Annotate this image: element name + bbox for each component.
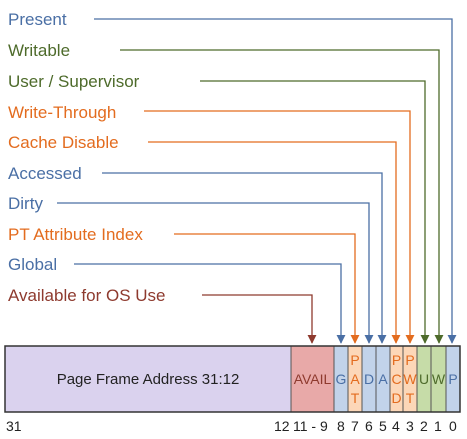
connector-write-through (144, 110, 415, 344)
field-page-frame-text: Page Frame Address 31:12 (57, 371, 240, 388)
field-page-frame (4, 345, 292, 413)
connector-pat-index (174, 233, 360, 344)
field-u-text: U (419, 371, 429, 387)
field-g-text: G (336, 371, 347, 387)
label-user-supervisor: User / Supervisor (8, 72, 140, 91)
field-w-text: W (432, 371, 446, 387)
label-available-os: Available for OS Use (8, 286, 165, 305)
label-pat-index: PT Attribute Index (8, 225, 143, 244)
connector-cache-disable (148, 141, 401, 344)
register-outline (4, 345, 461, 413)
field-pcd-text-c: C (391, 371, 401, 387)
field-pwt-text-p: P (405, 352, 414, 368)
field-avail-text: AVAIL (294, 371, 332, 387)
field-d-text: D (364, 371, 374, 387)
bit-31: 31 (6, 418, 22, 434)
field-pat-text-t: T (351, 390, 360, 406)
bit-7: 7 (351, 418, 359, 434)
label-accessed: Accessed (8, 164, 82, 183)
bit-8: 8 (337, 418, 345, 434)
bit-1: 1 (434, 418, 442, 434)
field-p-text: P (448, 371, 457, 387)
label-cache-disable: Cache Disable (8, 133, 119, 152)
connector-accessed (102, 172, 387, 344)
connector-global (74, 263, 346, 344)
field-pwt-text-w: W (403, 371, 417, 387)
connector-available-os (202, 294, 317, 344)
bit-11-9: 11 - 9 (293, 418, 328, 434)
label-write-through: Write-Through (8, 103, 116, 122)
bit-0: 0 (449, 418, 457, 434)
connector-dirty (57, 202, 374, 344)
label-present: Present (8, 10, 67, 29)
label-writable: Writable (8, 41, 70, 60)
bit-6: 6 (365, 418, 373, 434)
bit-4: 4 (392, 418, 400, 434)
connector-present (94, 18, 457, 344)
field-pat-text-a: A (350, 371, 360, 387)
label-global: Global (8, 255, 57, 274)
connector-writable (120, 49, 444, 344)
connector-user-supervisor (200, 80, 430, 344)
bit-2: 2 (420, 418, 428, 434)
label-dirty: Dirty (8, 194, 43, 213)
bit-3: 3 (406, 418, 414, 434)
field-pcd-text-p: P (392, 352, 401, 368)
bit-12: 12 (274, 418, 290, 434)
field-pwt-text-t: T (406, 390, 415, 406)
field-pcd-text-d: D (391, 390, 401, 406)
field-pat-text-p: P (350, 352, 359, 368)
field-a-text: A (378, 371, 388, 387)
bit-5: 5 (379, 418, 387, 434)
